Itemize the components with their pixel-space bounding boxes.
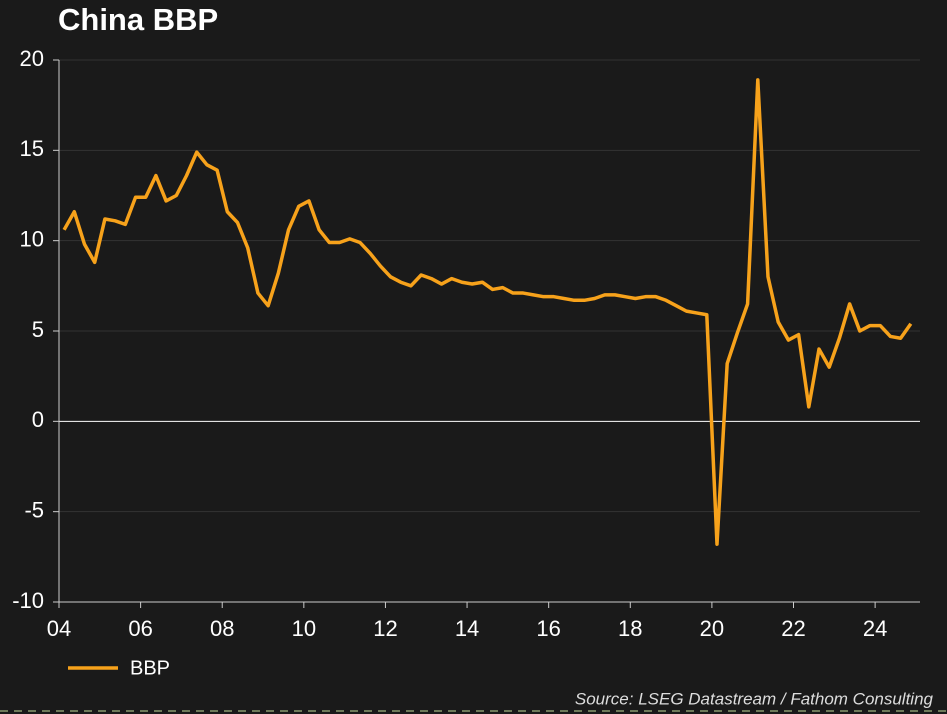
x-tick-label: 18: [618, 616, 642, 641]
x-tick-label: 16: [536, 616, 560, 641]
x-tick-label: 04: [47, 616, 71, 641]
y-tick-label: -10: [12, 588, 44, 613]
x-tick-label: 12: [373, 616, 397, 641]
y-tick-label: -5: [24, 497, 44, 522]
y-tick-label: 15: [20, 136, 44, 161]
chart-title: China BBP: [58, 2, 218, 37]
x-tick-label: 08: [210, 616, 234, 641]
x-tick-label: 06: [128, 616, 152, 641]
y-tick-label: 0: [32, 407, 44, 432]
x-tick-label: 20: [700, 616, 724, 641]
legend-label: BBP: [130, 657, 170, 679]
x-tick-label: 10: [292, 616, 316, 641]
x-tick-label: 14: [455, 616, 479, 641]
source: Source: LSEG Datastream / Fathom Consult…: [575, 689, 934, 708]
series-line: [62, 78, 913, 546]
y-tick-label: 10: [20, 226, 44, 251]
x-tick-label: 22: [781, 616, 805, 641]
y-tick-label: 5: [32, 317, 44, 342]
y-tick-label: 20: [20, 46, 44, 71]
x-tick-label: 24: [863, 616, 887, 641]
